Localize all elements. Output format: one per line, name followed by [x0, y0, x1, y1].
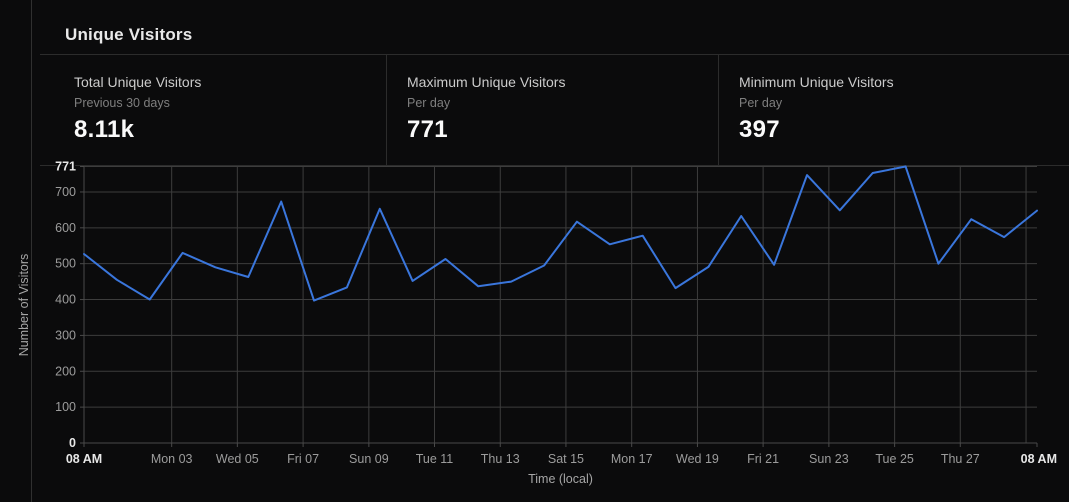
x-tick-label: Tue 11 [416, 452, 454, 466]
x-tick-label: Sun 23 [809, 452, 849, 466]
unique-visitors-line-chart[interactable]: 0 100 200 300 400 500 600 700 771 08 AM Mon 03 Wed … [0, 156, 1069, 502]
stat-card-maximum: Maximum Unique Visitors Per day 771 [386, 55, 718, 165]
stat-value: 397 [739, 116, 780, 143]
y-tick-label: 200 [55, 364, 76, 378]
stat-title: Total Unique Visitors [74, 74, 202, 90]
x-tick-label: Sun 09 [349, 452, 389, 466]
stat-subtitle: Previous 30 days [74, 96, 170, 110]
y-tick-label: 500 [55, 257, 76, 271]
x-tick-label: Sat 15 [548, 452, 584, 466]
x-tick-label: Thu 27 [941, 452, 980, 466]
stat-cards-row: Total Unique Visitors Previous 30 days 8… [40, 54, 1069, 166]
x-tick-label: Tue 25 [875, 452, 914, 466]
x-axis-title: Time (local) [528, 472, 593, 486]
x-tick-label: Fri 21 [747, 452, 779, 466]
y-tick-label: 400 [55, 293, 76, 307]
stat-title: Maximum Unique Visitors [407, 74, 566, 90]
stat-value: 771 [407, 116, 448, 143]
visitors-line-series [83, 165, 1038, 302]
x-tick-label: Mon 17 [611, 452, 653, 466]
x-tick-label: 08 AM [1021, 452, 1057, 466]
y-tick-label: 771 [55, 160, 76, 174]
x-tick-label: Fri 07 [287, 452, 319, 466]
y-tick-label: 700 [55, 185, 76, 199]
x-tick-label: Wed 19 [676, 452, 719, 466]
stat-card-total: Total Unique Visitors Previous 30 days 8… [40, 55, 386, 165]
x-tick-label: 08 AM [66, 452, 102, 466]
stat-value: 8.11k [74, 116, 135, 143]
y-axis-title: Number of Visitors [17, 254, 31, 357]
stat-title: Minimum Unique Visitors [739, 74, 894, 90]
page-title: Unique Visitors [65, 25, 193, 44]
panel-left-border [31, 0, 32, 502]
x-tick-label: Mon 03 [151, 452, 193, 466]
stat-subtitle: Per day [407, 96, 451, 110]
stat-subtitle: Per day [739, 96, 783, 110]
y-tick-label: 600 [55, 221, 76, 235]
stat-card-minimum: Minimum Unique Visitors Per day 397 [718, 55, 1069, 165]
y-tick-label: 100 [55, 400, 76, 414]
x-tick-label: Wed 05 [216, 452, 259, 466]
y-tick-label: 300 [55, 328, 76, 342]
x-tick-label: Thu 13 [481, 452, 520, 466]
y-tick-label: 0 [69, 436, 76, 450]
